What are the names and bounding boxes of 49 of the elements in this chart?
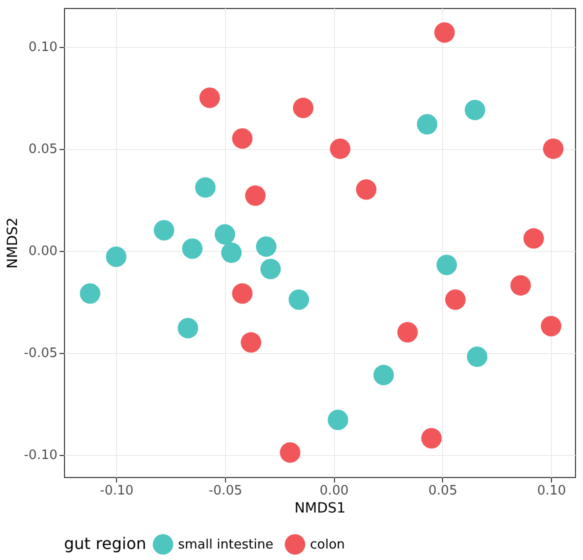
point xyxy=(214,224,236,245)
x-tick-label: -0.05 xyxy=(208,484,242,498)
point xyxy=(232,128,253,149)
point xyxy=(106,246,126,267)
legend-label: colon xyxy=(310,537,345,552)
y-tick-label: 0.10 xyxy=(28,40,58,56)
x-tick-label: 0.00 xyxy=(320,484,349,498)
point xyxy=(416,114,438,134)
point xyxy=(328,410,348,430)
x-axis-title: NMDS1 xyxy=(294,500,346,516)
point xyxy=(80,283,100,304)
point xyxy=(288,289,310,310)
point xyxy=(195,177,216,198)
y-tick-label: -0.05 xyxy=(24,346,58,362)
point xyxy=(445,289,466,310)
point xyxy=(436,254,457,276)
point xyxy=(373,364,394,386)
point xyxy=(543,138,564,159)
point xyxy=(260,258,281,280)
point xyxy=(540,316,562,336)
point xyxy=(178,318,198,338)
point xyxy=(280,442,300,463)
x-tick-label: 0.05 xyxy=(428,484,458,498)
point xyxy=(523,228,544,249)
point xyxy=(466,346,488,367)
x-tick-label: -0.10 xyxy=(100,484,134,498)
point xyxy=(232,283,253,304)
point xyxy=(330,138,350,159)
point xyxy=(464,100,486,120)
y-tick-label: 0.05 xyxy=(28,142,58,158)
point xyxy=(199,87,220,108)
y-tick-label: 0.00 xyxy=(28,244,58,260)
point xyxy=(510,275,531,296)
point xyxy=(221,242,242,263)
point xyxy=(240,332,262,353)
point xyxy=(154,220,174,240)
point xyxy=(245,185,266,206)
point xyxy=(292,98,314,118)
point xyxy=(434,22,455,43)
y-tick-label: -0.10 xyxy=(24,448,58,464)
y-axis-title: NMDS2 xyxy=(4,217,21,269)
point xyxy=(421,428,442,448)
point xyxy=(182,238,203,259)
point xyxy=(356,179,376,200)
point xyxy=(397,322,418,342)
legend-label: small intestine xyxy=(178,537,274,552)
point xyxy=(256,236,276,257)
x-tick-label: 0.10 xyxy=(537,484,566,498)
legend-title: gut region xyxy=(64,534,146,553)
